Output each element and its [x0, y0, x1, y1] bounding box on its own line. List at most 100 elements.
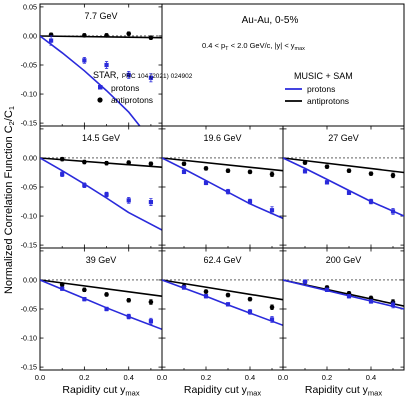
panel-frame — [39, 3, 163, 127]
x-axis-title-main: Rapidity cut y — [305, 384, 369, 396]
antiprotons-point — [225, 168, 231, 174]
model-protons-line — [40, 157, 162, 231]
x-tick-label: 0.0 — [157, 373, 167, 382]
model-antiprotons-line — [162, 279, 283, 301]
protons-point — [104, 192, 109, 197]
y-tick-label: 0.05 — [23, 2, 37, 11]
y-tick-label: -0.05 — [21, 61, 37, 70]
legend-model-protons-label: protons — [307, 84, 335, 94]
y-tick-label: -0.15 — [21, 363, 37, 372]
y-tick-label: -0.05 — [21, 305, 37, 314]
x-axis-title-sub: max — [125, 389, 139, 398]
antiprotons-point — [104, 292, 109, 297]
protons-point — [148, 75, 154, 80]
protons-point — [126, 198, 131, 203]
panel-6: 0.0 0.2 0.4 200 GeV — [278, 247, 405, 382]
protons-point — [390, 209, 396, 214]
y-axis-title: Normalized Correlation Function C2/C1 — [3, 106, 16, 294]
legend-model-antiprotons-label: antiprotons — [307, 96, 349, 106]
antiprotons-point — [104, 160, 109, 166]
x-axis-title: Rapidity cut ymax — [62, 384, 139, 398]
protons-point — [324, 287, 330, 292]
protons-point — [302, 279, 308, 284]
panel-label: 27 GeV — [328, 133, 359, 143]
x-axis-titles: Rapidity cut ymax Rapidity cut ymax Rapidi… — [62, 384, 382, 398]
x-tick-label: 0.2 — [322, 373, 332, 382]
antiprotons-point — [346, 168, 352, 174]
antiprotons-point — [302, 160, 308, 165]
protons-point — [126, 72, 131, 77]
protons-point — [104, 306, 109, 312]
antiprotons-point — [148, 35, 154, 40]
panel-label: 14.5 GeV — [82, 133, 120, 143]
model-protons-line — [283, 279, 404, 310]
legend-star-name: STAR, — [93, 70, 119, 80]
antiprotons-point — [148, 161, 154, 167]
protons-point — [60, 172, 65, 177]
legend-area: Au-Au, 0-5% 0.4 < pT < 2.0 GeV/c, |y| < … — [93, 15, 353, 106]
y-tick-label: -0.05 — [21, 183, 37, 192]
panel-label: 200 GeV — [326, 255, 362, 265]
protons-point — [126, 314, 131, 319]
y-axis-title-sub-n: 2 — [7, 121, 16, 125]
panel-0: 0.05 0.00 -0.05 -0.10 -0.15 7.7 GeV — [21, 2, 163, 128]
protons-point — [148, 200, 154, 205]
model-protons-line — [162, 279, 283, 327]
protons-point — [302, 169, 308, 174]
protons-point — [203, 294, 209, 299]
antiprotons-point — [368, 295, 374, 301]
antiprotons-point — [82, 287, 87, 293]
x-tick-label: 0.4 — [245, 373, 255, 382]
x-tick-label: 0.2 — [79, 373, 89, 382]
panel-label: 62.4 GeV — [203, 255, 241, 265]
x-axis-title-sub: max — [247, 389, 261, 398]
model-antiprotons-line — [40, 279, 162, 297]
protons-point — [368, 299, 374, 304]
antiprotons-point — [126, 31, 132, 36]
y-tick-label: -0.15 — [21, 241, 37, 250]
legend-protons-label: protons — [111, 83, 139, 93]
legend-protons-marker — [98, 85, 103, 90]
y-tick-label: -0.10 — [21, 334, 37, 343]
panel-frame — [282, 247, 405, 371]
y-axis-title-slash: /C — [3, 110, 15, 121]
y-tick-label: -0.10 — [21, 212, 37, 221]
panel-frame — [161, 247, 284, 371]
panel-label: 7.7 GeV — [84, 11, 117, 21]
model-antiprotons-line — [40, 35, 162, 39]
y-axis-title-sub-d: 1 — [7, 106, 16, 110]
protons-point — [390, 302, 396, 308]
antiprotons-point — [247, 296, 253, 302]
x-axis-title: Rapidity cut ymax — [305, 384, 382, 398]
protons-point — [181, 285, 187, 290]
model-protons-line — [162, 157, 283, 220]
model-protons-line — [40, 35, 141, 126]
antiprotons-point — [148, 299, 154, 305]
y-tick-label: 0.00 — [23, 31, 37, 40]
protons-point — [368, 199, 374, 204]
panels-layer: 0.05 0.00 -0.05 -0.10 -0.15 7.7 GeV 0.00 -0.05 -… — [21, 2, 405, 382]
legend-model-title: MUSIC + SAM — [294, 71, 353, 81]
legend-antiprotons-label: antiprotons — [111, 95, 153, 105]
protons-point — [247, 199, 253, 204]
kinematic-cut-label: 0.4 < pT < 2.0 GeV/c, |y| < ymax — [202, 41, 305, 52]
protons-point — [82, 297, 87, 302]
antiprotons-point — [126, 297, 132, 303]
antiprotons-point — [368, 171, 374, 176]
protons-point — [225, 302, 231, 307]
panel-frame — [161, 125, 284, 249]
cut-label-rest: < 2.0 GeV/c, |y| < y — [229, 41, 295, 50]
panel-3: 27 GeV — [282, 125, 405, 249]
x-axis-title: Rapidity cut ymax — [184, 384, 261, 398]
protons-point — [247, 309, 253, 315]
antiprotons-point — [269, 304, 275, 310]
y-tick-label: -0.15 — [21, 119, 37, 128]
x-tick-label: 0.0 — [35, 373, 45, 382]
legend-antiprotons-marker — [97, 97, 103, 103]
x-tick-label: 0.2 — [201, 373, 211, 382]
antiprotons-point — [390, 173, 396, 178]
model-antiprotons-line — [283, 157, 404, 174]
protons-point — [60, 286, 65, 291]
antiprotons-point — [203, 166, 209, 171]
